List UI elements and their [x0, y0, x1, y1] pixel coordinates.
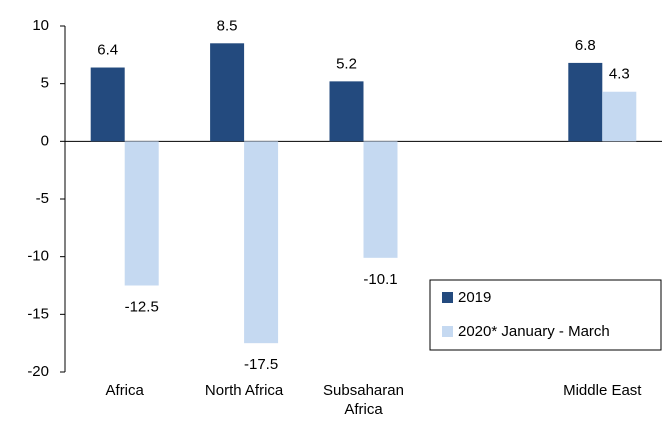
value-label: 6.8: [575, 37, 596, 54]
bar: [210, 43, 245, 142]
bar: [244, 141, 279, 344]
legend-label: 2020* January - March: [458, 323, 610, 340]
bar: [329, 81, 364, 142]
x-tick-label: Africa: [105, 382, 144, 399]
value-label: 8.5: [217, 17, 238, 34]
bar: [568, 62, 603, 142]
legend-swatch: [442, 292, 453, 303]
y-tick-label: -20: [27, 363, 49, 380]
x-tick-label: North Africa: [204, 382, 284, 399]
bar: [602, 91, 637, 142]
value-label: 4.3: [609, 66, 630, 83]
x-tick-label: Middle East: [563, 382, 642, 399]
y-tick-label: 10: [32, 17, 49, 34]
y-tick-label: -5: [36, 190, 49, 207]
bar: [124, 141, 159, 286]
bar: [363, 141, 398, 258]
legend-box: [429, 279, 662, 351]
legend-swatch: [442, 326, 453, 337]
value-label: 6.4: [97, 41, 118, 58]
value-label: -12.5: [125, 298, 159, 315]
y-tick-label: 0: [41, 132, 49, 149]
x-tick-label: Subsaharan Africa: [323, 382, 404, 418]
value-label: -17.5: [244, 356, 278, 373]
bar: [90, 67, 125, 142]
y-tick-label: -10: [27, 248, 49, 265]
value-label: -10.1: [363, 271, 397, 288]
y-tick-label: -15: [27, 305, 49, 322]
value-label: 5.2: [336, 55, 357, 72]
y-tick-label: 5: [41, 75, 49, 92]
legend-label: 2019: [458, 289, 491, 306]
